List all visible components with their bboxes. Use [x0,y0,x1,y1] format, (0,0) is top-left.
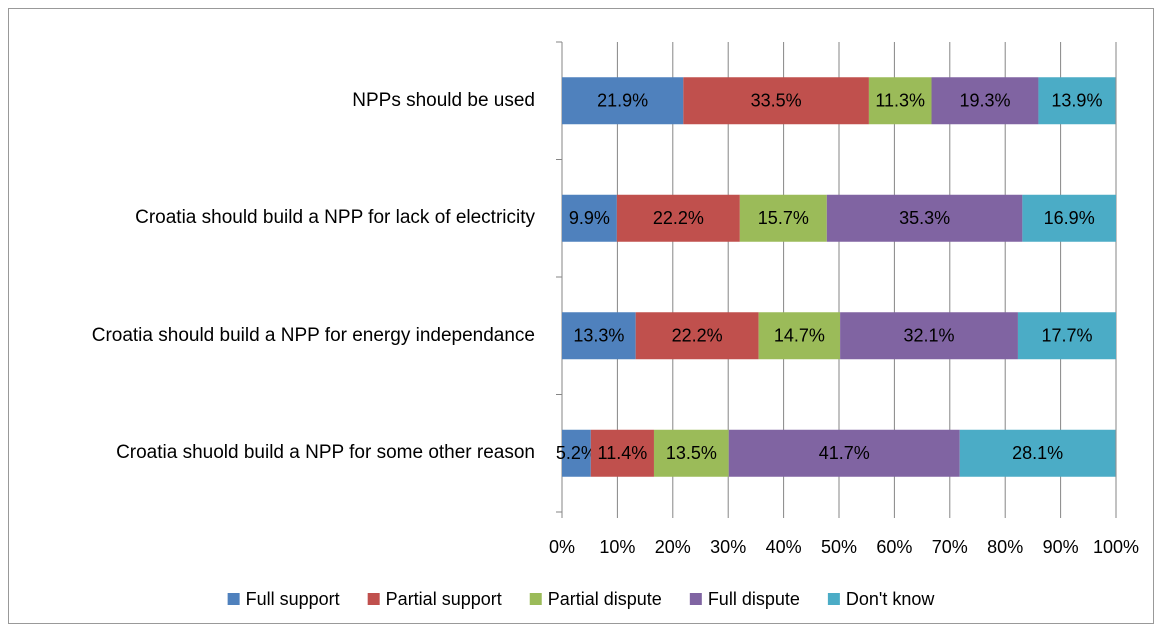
bar-segment [840,312,1018,360]
x-tick-label: 40% [766,537,802,557]
y-tick-label: Croatia should build a NPP for lack of e… [135,207,535,229]
data-label: 13.9% [1051,91,1102,111]
bar-segment [562,77,684,125]
bar-segment [826,194,1023,242]
y-tick-label: Croatia shuold build a NPP for some othe… [116,442,535,464]
bar-segment [683,77,869,125]
data-label: 33.5% [751,91,802,111]
legend-label: Full dispute [708,589,800,609]
data-label: 17.7% [1041,326,1092,346]
bar-segment [653,429,729,477]
data-label: 11.4% [598,443,648,463]
data-label: 35.3% [899,208,950,228]
data-label: 32.1% [904,326,955,346]
data-label: 11.3% [875,91,925,111]
bar-segment [562,194,617,242]
x-tick-label: 60% [876,537,912,557]
data-label: 41.7% [819,443,870,463]
bar-segment [931,77,1039,125]
bar-segment [739,194,827,242]
data-label: 16.9% [1044,208,1095,228]
bar-segment [1038,77,1116,125]
data-label: 21.9% [597,91,648,111]
data-label: 19.3% [959,91,1010,111]
bar-segment [1022,194,1116,242]
x-tick-label: 80% [987,537,1023,557]
category-label-box: Croatia shuold build a NPP for some othe… [0,423,535,483]
data-label: 22.2% [672,326,723,346]
legend-label: Don't know [846,589,935,609]
category-label-box: NPPs should be used [0,71,535,131]
bar-segment [868,77,932,125]
data-label: 13.3% [573,326,624,346]
y-tick-label: NPPs should be used [352,89,535,111]
legend-swatch [529,593,542,605]
category-label-box: Croatia should build a NPP for energy in… [0,306,535,366]
bar-segment [562,429,591,477]
legend-label: Partial dispute [548,589,662,609]
x-tick-label: 30% [710,537,746,557]
data-label: 14.7% [774,326,825,346]
data-label: 28.1% [1012,443,1063,463]
bar-segment [728,429,960,477]
x-tick-label: 10% [599,537,635,557]
bar-segment [1017,312,1116,360]
data-label: 22.2% [653,208,704,228]
data-label: 5.2% [556,443,597,463]
data-label: 9.9% [569,208,610,228]
data-label: 15.7% [758,208,809,228]
x-tick-label: 70% [932,537,968,557]
bar-segment [758,312,841,360]
legend-swatch [367,593,380,605]
x-tick-label: 20% [655,537,691,557]
x-tick-label: 90% [1043,537,1079,557]
bar-segment [562,312,636,360]
category-label-box: Croatia should build a NPP for lack of e… [0,188,535,248]
data-label: 13.5% [666,443,717,463]
bar-segment [616,194,740,242]
legend-swatch [827,593,840,605]
legend-label: Partial support [386,589,502,609]
bar-segment [959,429,1116,477]
x-tick-label: 0% [549,537,575,557]
x-tick-label: 100% [1093,537,1139,557]
bar-segment [590,429,654,477]
legend-label: Full support [246,589,340,609]
legend-swatch [689,593,702,605]
legend-swatch [227,593,240,605]
y-tick-label: Croatia should build a NPP for energy in… [91,324,535,346]
bar-segment [635,312,759,360]
x-tick-label: 50% [821,537,857,557]
